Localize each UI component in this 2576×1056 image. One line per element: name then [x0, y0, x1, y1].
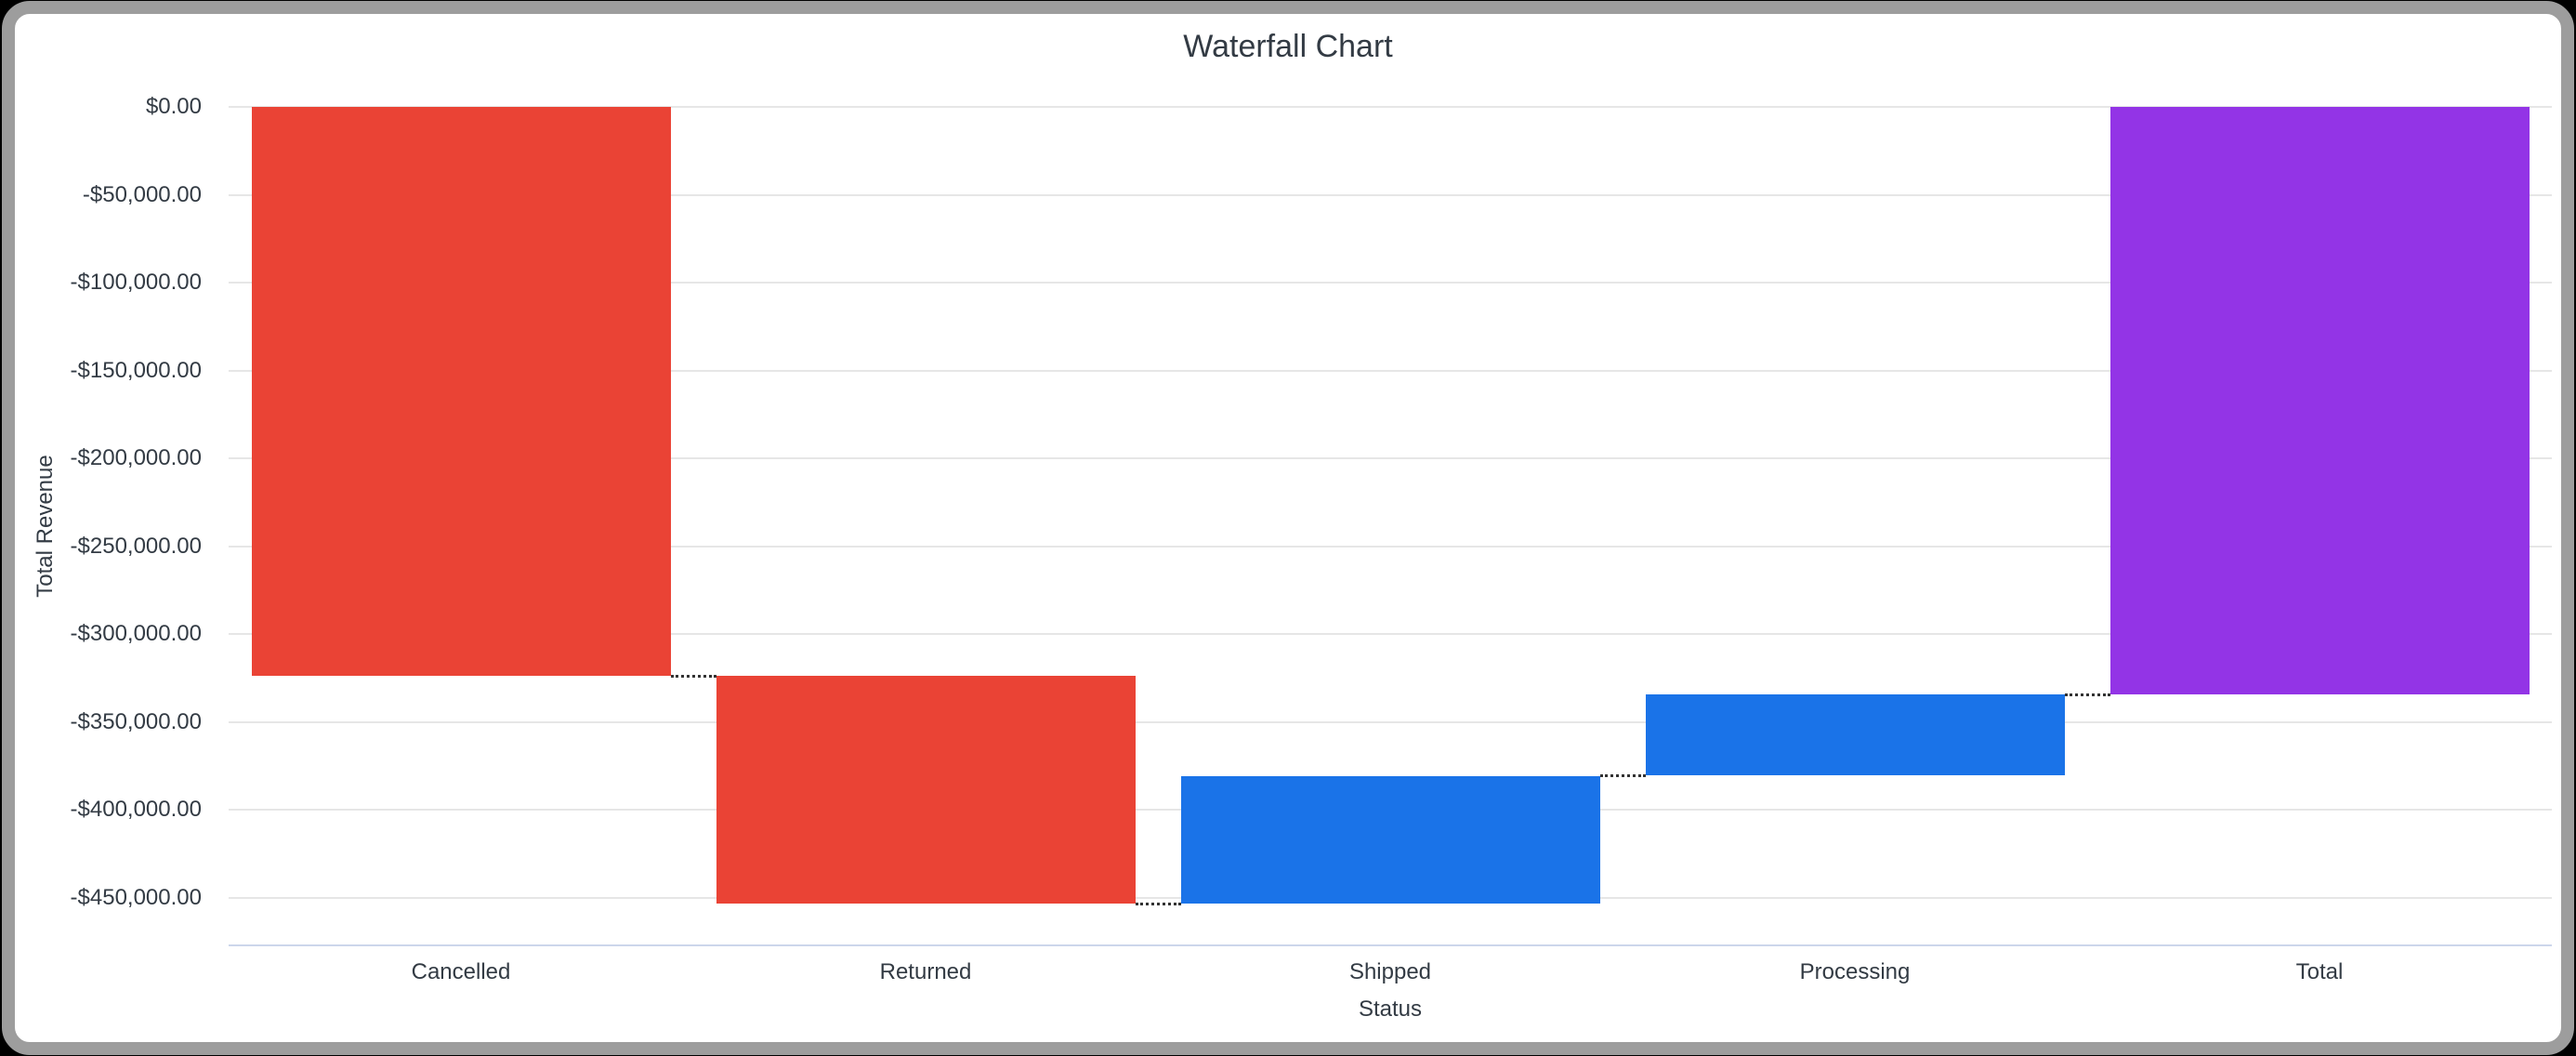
connector-line	[1135, 902, 1181, 905]
y-tick-label: -$400,000.00	[70, 797, 202, 822]
gridline	[229, 282, 2552, 284]
gridline	[229, 633, 2552, 635]
gridline	[229, 106, 2552, 108]
connector-line	[670, 674, 716, 678]
y-tick-label: $0.00	[145, 94, 202, 119]
x-category-label: Total	[2295, 959, 2344, 984]
y-tick-label: -$300,000.00	[70, 621, 202, 646]
waterfall-bar-shipped[interactable]	[1180, 775, 1600, 904]
gridline	[229, 720, 2552, 723]
x-category-label: Shipped	[1348, 959, 1432, 984]
connector-line	[1599, 774, 1646, 777]
x-axis-title: Status	[1358, 997, 1423, 1022]
gridline	[229, 545, 2552, 548]
gridline	[229, 369, 2552, 372]
x-axis-line	[229, 944, 2552, 946]
waterfall-bar-cancelled[interactable]	[251, 107, 671, 677]
y-tick-label: -$50,000.00	[82, 181, 202, 207]
y-tick-label: -$150,000.00	[70, 357, 202, 383]
x-category-label: Returned	[879, 959, 972, 984]
gridline	[229, 193, 2552, 196]
connector-line	[2064, 693, 2110, 696]
y-tick-label: -$200,000.00	[70, 445, 202, 470]
gridline	[229, 457, 2552, 459]
y-tick-label: -$450,000.00	[70, 884, 202, 910]
x-category-label: Processing	[1799, 959, 1911, 984]
waterfall-bar-returned[interactable]	[716, 676, 1136, 904]
x-category-label: Cancelled	[411, 959, 511, 984]
waterfall-bar-total[interactable]	[2109, 107, 2530, 695]
y-tick-label: -$350,000.00	[70, 708, 202, 734]
chart-title: Waterfall Chart	[1183, 29, 1393, 64]
y-tick-label: -$100,000.00	[70, 270, 202, 295]
y-tick-label: -$250,000.00	[70, 533, 202, 559]
waterfall-bar-processing[interactable]	[1645, 694, 2065, 776]
